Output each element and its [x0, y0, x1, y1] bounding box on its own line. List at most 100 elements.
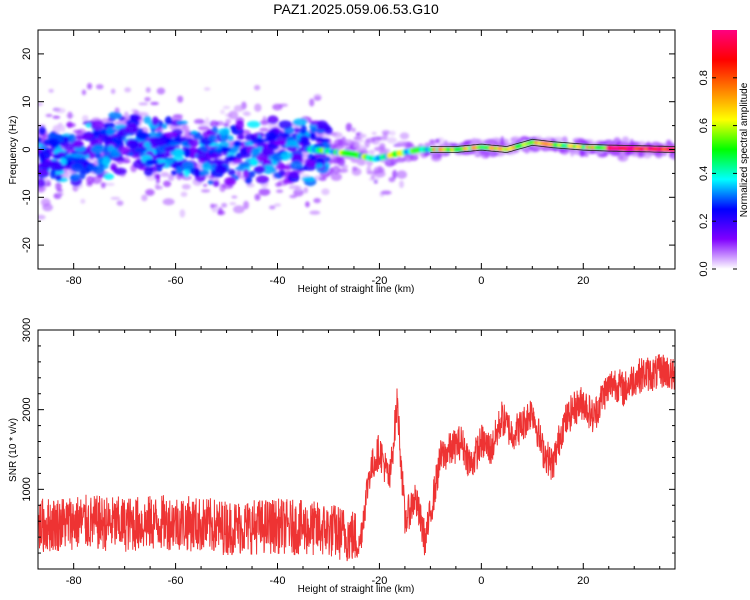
spectrogram-cell — [109, 149, 121, 158]
x-tick-label: -60 — [168, 275, 184, 287]
spectrogram-cell — [68, 133, 77, 144]
spectrogram-cell — [161, 123, 168, 130]
spectrogram-cell — [355, 132, 361, 137]
spectrogram-cell — [156, 87, 166, 95]
spectrogram-cell — [225, 118, 232, 125]
spectrogram-cell — [552, 136, 564, 141]
spectrogram-cell — [173, 148, 184, 158]
spectrogram-cell — [278, 120, 293, 129]
spectrogram-cell — [222, 105, 231, 110]
spectrogram-cell — [194, 167, 201, 178]
bottom-y-ticks: 1000 2000 3000 — [21, 318, 675, 570]
spectrogram-cell — [227, 146, 240, 153]
spectrogram-cell — [92, 130, 102, 137]
spectrogram-cell — [102, 156, 111, 167]
bottom-ylabel: SNR (10 * v/v) — [8, 418, 19, 482]
top-xlabel: Height of straight line (km) — [298, 284, 415, 295]
spectrogram-cell — [208, 134, 217, 143]
spectrogram-cell — [170, 170, 178, 176]
spectrogram-cell — [301, 152, 307, 160]
spectrogram-cell — [163, 158, 175, 165]
spectrogram-cell — [188, 139, 200, 147]
x-tick-label: 0 — [478, 575, 484, 587]
spectrogram-cell — [386, 137, 397, 144]
spectrogram-cell — [671, 154, 675, 161]
spectrogram-cell — [217, 207, 223, 215]
spectrogram-cell — [250, 147, 260, 157]
spectrogram-cell — [143, 166, 154, 177]
spectrogram-cell — [334, 167, 340, 172]
spectrogram-cell — [351, 127, 356, 133]
spectrogram-cell — [190, 130, 198, 135]
spectrogram-cell — [110, 196, 121, 200]
spectrogram-cell — [429, 139, 435, 143]
spectrogram-cell — [262, 164, 274, 170]
spectrogram-cell — [351, 167, 362, 176]
bottom-x-ticks: -80 -60 -40 -20 0 20 — [66, 330, 661, 587]
spectrogram-cell — [314, 136, 324, 142]
spectrogram-cell — [273, 203, 282, 207]
spectrogram-cell — [290, 153, 303, 162]
spectrogram-cell — [235, 120, 244, 130]
spectrogram-cell — [246, 120, 261, 128]
spectrogram-cell — [373, 179, 378, 184]
y-tick-label: 20 — [21, 48, 33, 60]
spectrogram-cell — [289, 194, 297, 199]
spectrogram-cell — [38, 102, 44, 107]
spectrogram-cell — [293, 188, 304, 197]
colorbar-tick-label: 0.4 — [698, 166, 710, 181]
spectrogram-cell — [98, 134, 106, 140]
spectrogram-cell — [180, 191, 188, 197]
spectrogram-cell — [227, 168, 236, 176]
spectrogram-cell — [262, 147, 275, 157]
spectrogram-cell — [259, 120, 270, 126]
spectrogram-cell — [268, 205, 276, 210]
spectrogram-cell — [145, 87, 151, 93]
spectrogram-cell — [267, 115, 279, 125]
spectrogram-cell — [181, 161, 195, 170]
spectrogram-cell — [164, 116, 173, 126]
spectrogram-cell — [160, 152, 170, 158]
ridge-lower-edge — [430, 144, 675, 153]
top-x-ticks: -80 -60 -40 -20 0 20 — [66, 30, 661, 287]
snr-frame — [37, 329, 676, 570]
spectrogram-cell — [309, 127, 318, 133]
spectrogram-cell — [371, 131, 377, 136]
spectrogram-cell — [430, 154, 442, 162]
spectrogram-cell — [145, 189, 155, 196]
spectrogram-cell — [399, 180, 404, 189]
spectrogram-cell — [81, 115, 89, 122]
x-tick-label: -60 — [168, 575, 184, 587]
spectrogram-cell — [72, 140, 84, 148]
spectrogram-cell — [193, 119, 205, 125]
spectrogram-cell — [70, 162, 84, 173]
spectrogram-cell — [210, 152, 220, 160]
spectrogram-cell — [218, 128, 230, 136]
spectrogram-cell — [52, 115, 61, 119]
colorbar-ticks: 0.0 0.2 0.4 0.6 0.8 — [698, 70, 737, 277]
spectrogram-cell — [214, 164, 226, 173]
x-tick-label: -20 — [371, 275, 387, 287]
spectrogram-cell — [642, 150, 653, 159]
spectrogram-cell — [247, 170, 256, 178]
spectrogram-cell — [315, 163, 324, 169]
spectrogram-cell — [621, 136, 630, 145]
spectrogram-cell — [233, 140, 242, 147]
y-tick-label: 0 — [21, 146, 33, 152]
spectrogram-cell — [211, 203, 218, 207]
spectrogram-cell — [203, 87, 211, 91]
spectrogram-cell — [38, 214, 46, 220]
spectrogram-cell — [183, 148, 191, 158]
spectrogram-cell — [654, 151, 663, 159]
spectrogram-cell — [65, 122, 76, 128]
spectrogram-cell — [116, 200, 124, 206]
spectrogram-cell — [350, 156, 361, 163]
spectrogram-cell — [160, 172, 170, 178]
spectrogram-cell — [163, 146, 176, 152]
spectrogram-cell — [175, 175, 185, 179]
spectrogram-cell — [368, 149, 375, 154]
spectrogram-cell — [207, 179, 214, 185]
colorbar: 0.0 0.2 0.4 0.6 0.8 Normalized spectral ampl… — [698, 30, 750, 277]
spectrogram-cell — [292, 127, 301, 133]
